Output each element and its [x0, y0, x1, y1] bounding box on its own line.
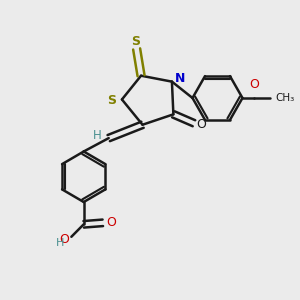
Text: O: O [106, 216, 116, 229]
Text: H: H [56, 238, 64, 248]
Text: O: O [249, 78, 259, 92]
Text: O: O [196, 118, 206, 131]
Text: N: N [175, 72, 185, 85]
Text: H: H [93, 129, 102, 142]
Text: O: O [59, 233, 69, 246]
Text: CH₃: CH₃ [275, 93, 294, 103]
Text: S: S [131, 35, 140, 48]
Text: S: S [107, 94, 116, 107]
